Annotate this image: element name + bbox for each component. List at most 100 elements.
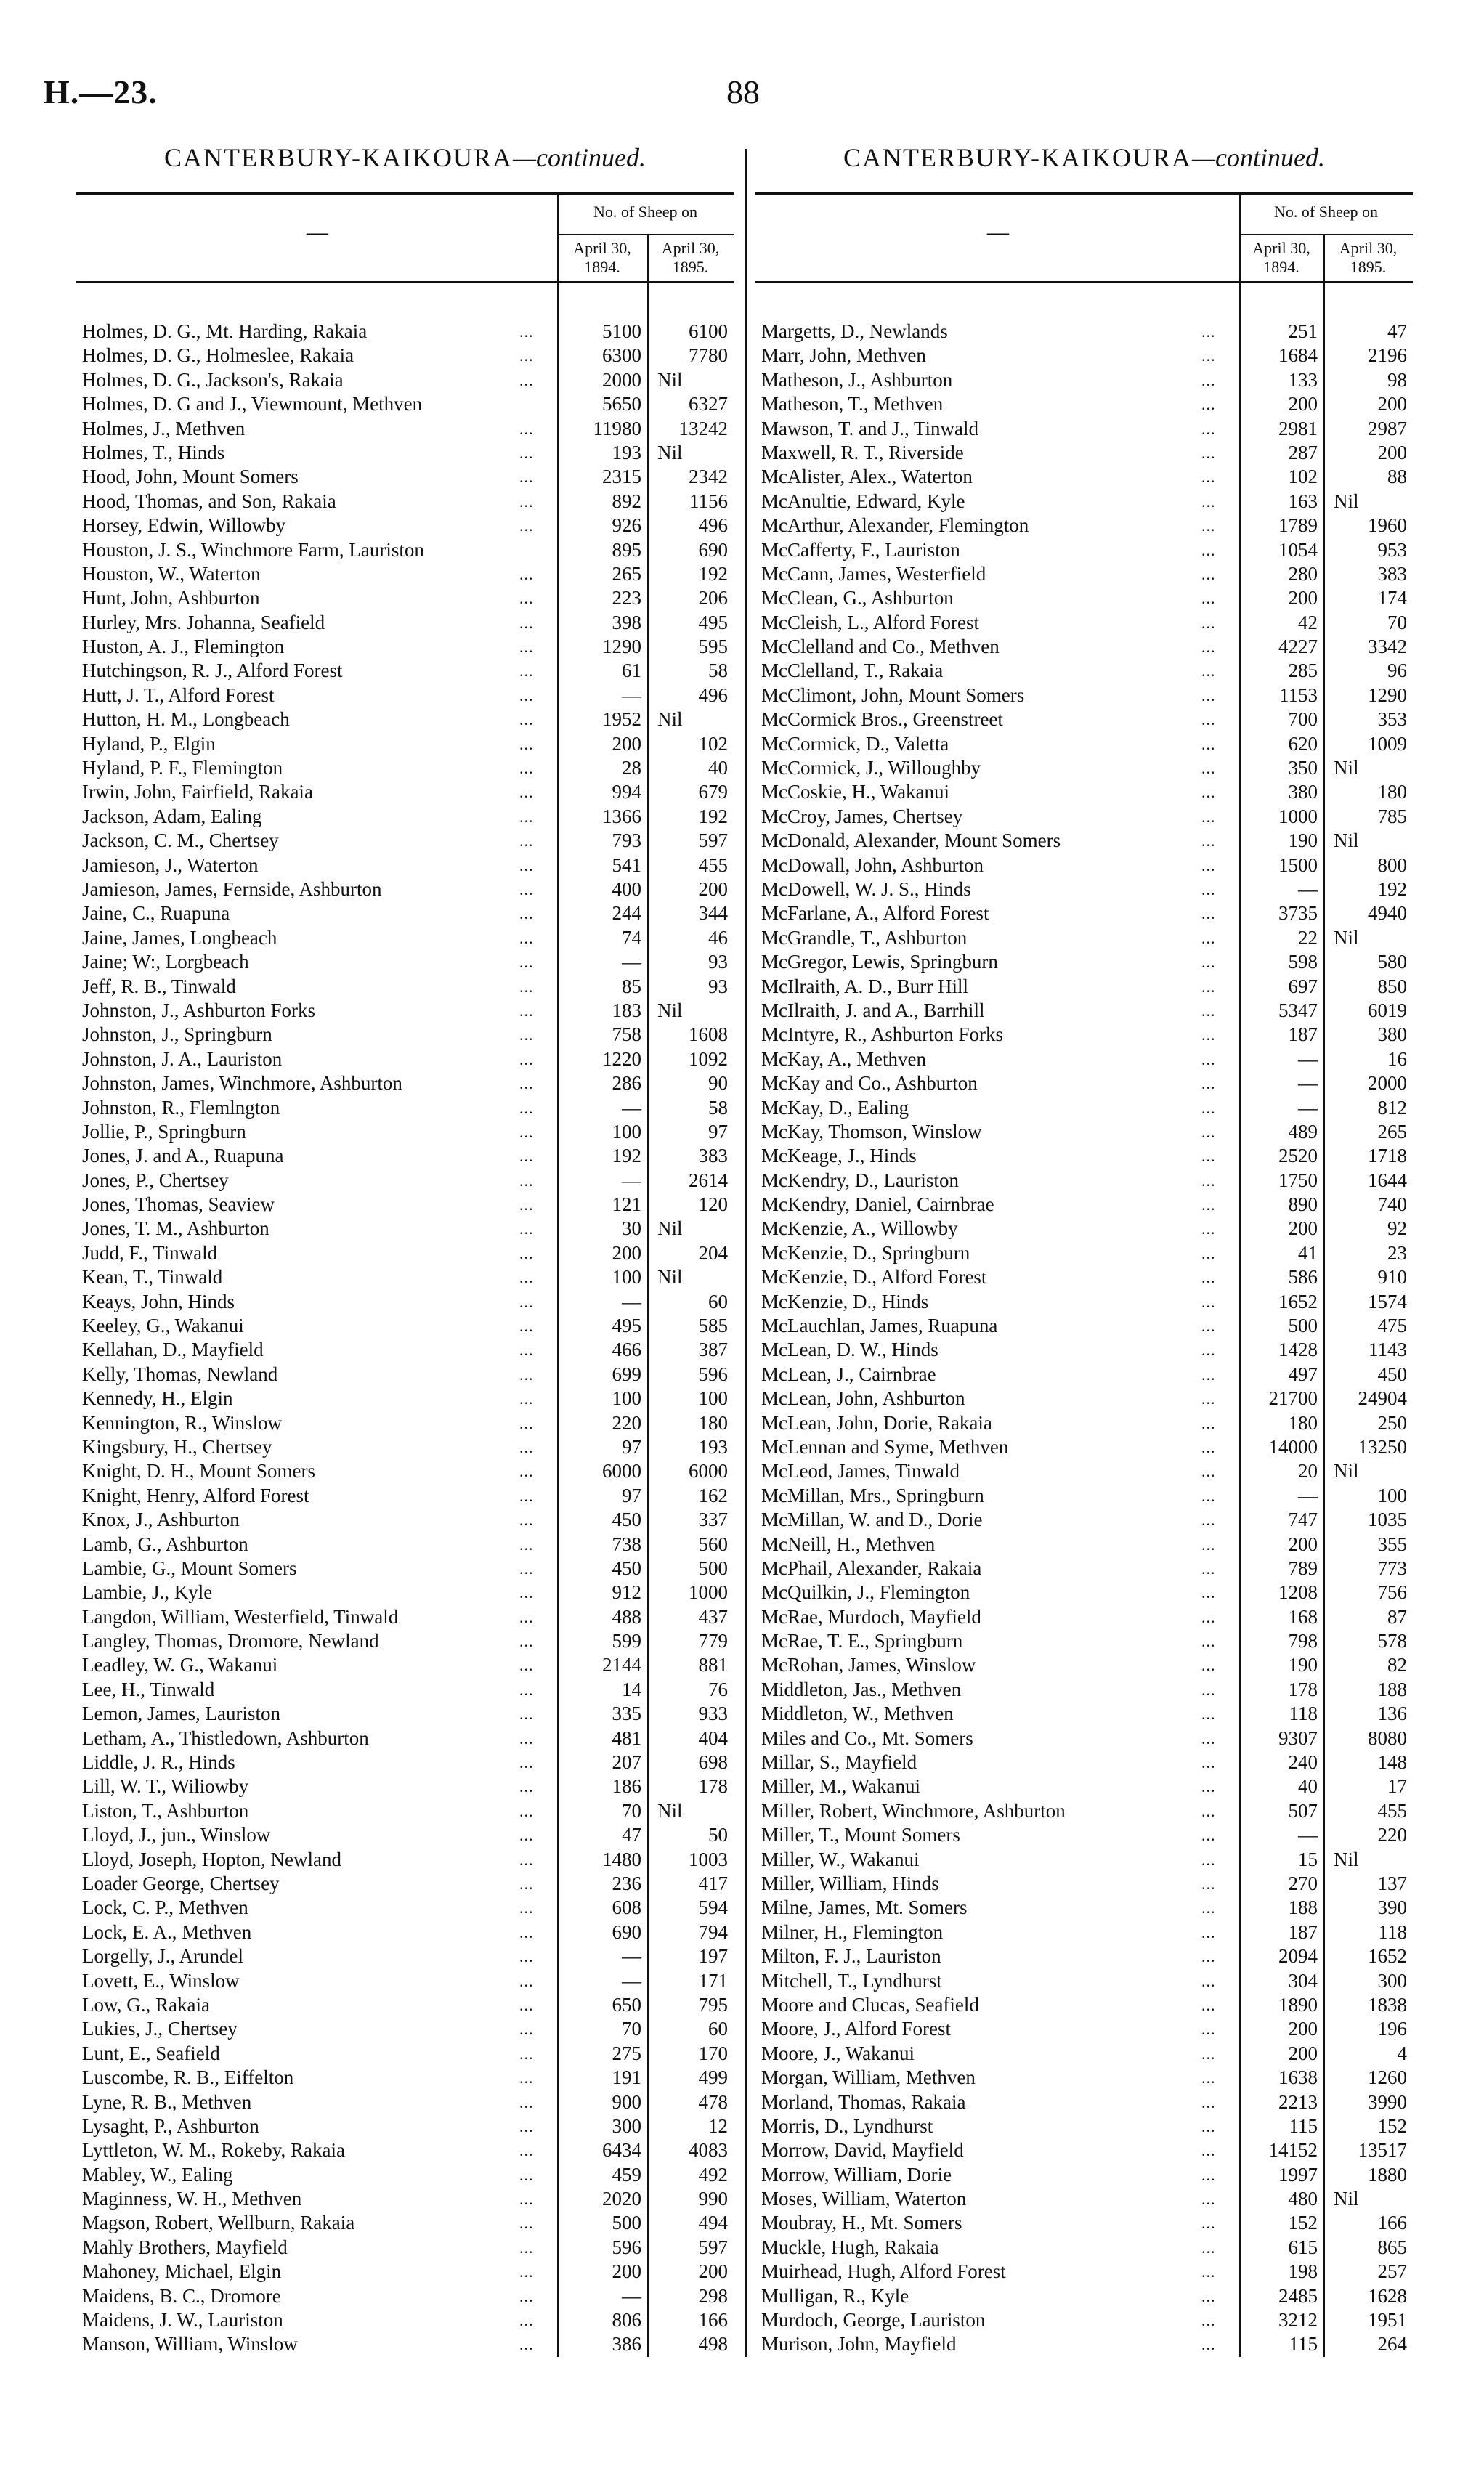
owner-name: Hutt, J. T., Alford Forest: [82, 683, 275, 706]
table-row: Knight, D. H., Mount Somers... 6000 6000: [76, 1459, 734, 1483]
leader-dots: ...: [1201, 1826, 1216, 1845]
owner-name: Kean, T., Tinwald: [82, 1266, 223, 1289]
sheep-1894: 152: [1288, 2212, 1318, 2234]
leader-dots: ...: [519, 1098, 534, 1117]
owner-name: Lloyd, Joseph, Hopton, Newland: [82, 1848, 341, 1870]
sheep-1894: 400: [612, 877, 642, 900]
sheep-1894: 926: [612, 514, 642, 537]
column-divider: [745, 149, 747, 2357]
sheep-1894: 5100: [602, 320, 641, 342]
sheep-1894: 102: [1288, 466, 1318, 488]
sheep-1895: 795: [698, 1993, 729, 2016]
table-row: McKenzie, D., Alford Forest... 586 910: [755, 1265, 1413, 1289]
sheep-1895: 136: [1377, 1703, 1408, 1725]
owner-name: Hyland, P., Elgin: [82, 732, 216, 755]
owner-name: McLeod, James, Tinwald: [761, 1460, 960, 1482]
sheep-1894: 5347: [1278, 999, 1318, 1021]
table-row: McLauchlan, James, Ruapuna... 500 475: [755, 1314, 1413, 1338]
sheep-1894: 699: [612, 1363, 642, 1385]
owner-name: McLean, John, Ashburton: [761, 1387, 965, 1410]
table-row: Kingsbury, H., Chertsey... 97 193: [76, 1435, 734, 1459]
table-row: Miles and Co., Mt. Somers... 9307 8080: [755, 1727, 1413, 1750]
table-row: Kelly, Thomas, Newland... 699 596: [76, 1363, 734, 1387]
table-row: Loader George, Chertsey... 236 417: [76, 1872, 734, 1896]
leader-dots: ...: [1201, 1801, 1216, 1820]
table-row: Jeff, R. B., Tinwald... 85 93: [76, 975, 734, 999]
table-row: Murison, John, Mayfield... 115 264: [755, 2332, 1413, 2356]
sheep-1894: 1952: [602, 708, 641, 731]
sheep-1894: 892: [612, 490, 642, 512]
header-bottom-rule: [755, 281, 1413, 283]
owner-name: Holmes, J., Methven: [82, 417, 246, 439]
owner-name: Lee, H., Tinwald: [82, 1678, 215, 1700]
sheep-1894: —: [622, 1169, 641, 1191]
table-row: Hurley, Mrs. Johanna, Seafield... 398 495: [76, 611, 734, 635]
sheep-1894: 2981: [1278, 417, 1318, 439]
table-row: Milner, H., Flemington... 187 118: [755, 1920, 1413, 1944]
table-row: McPhail, Alexander, Rakaia... 789 773: [755, 1557, 1413, 1581]
sheep-1894: 2315: [602, 466, 641, 488]
leader-dots: ...: [1201, 419, 1216, 438]
table-row: McArthur, Alexander, Flemington... 1789 19…: [755, 514, 1413, 537]
owner-name: Miller, M., Wakanui: [761, 1775, 920, 1798]
owner-name: Lemon, James, Lauriston: [82, 1703, 280, 1725]
table-row: McClelland, T., Rakaia... 285 96: [755, 659, 1413, 683]
leader-dots: ...: [519, 953, 534, 972]
sheep-1895: 265: [1377, 1120, 1408, 1143]
owner-name: Hood, John, Mount Somers: [82, 466, 299, 488]
sheep-1894: 466: [612, 1339, 642, 1361]
table-row: McIlraith, J. and A., Barrhill... 5347 601…: [755, 999, 1413, 1023]
owner-name: McClimont, John, Mount Somers: [761, 683, 1025, 706]
sheep-1895: 578: [1377, 1630, 1408, 1652]
sheep-1895: 740: [1377, 1193, 1408, 1216]
sheep-1894: 806: [612, 2309, 642, 2332]
sheep-1895: Nil: [657, 1217, 683, 1240]
owner-name: Lysaght, P., Ashburton: [82, 2114, 259, 2137]
table-row: McLean, D. W., Hinds... 1428 1143: [755, 1338, 1413, 1362]
owner-name: Maidens, B. C., Dromore: [82, 2284, 281, 2307]
col-header-1894: April 30, 1894.: [573, 239, 631, 276]
table-row: Lee, H., Tinwald... 14 76: [76, 1678, 734, 1702]
leader-dots: ...: [1201, 734, 1216, 753]
owner-name: McIlraith, J. and A., Barrhill: [761, 999, 985, 1021]
leader-dots: ...: [1201, 516, 1216, 535]
leader-dots: ...: [519, 2069, 534, 2088]
leader-dots: ...: [1201, 977, 1216, 996]
sheep-1895: 178: [698, 1775, 729, 1798]
table-row: McKenzie, D., Hinds... 1652 1574: [755, 1290, 1413, 1314]
owner-name: McDowell, W. J. S., Hinds: [761, 877, 971, 900]
sheep-1894: 200: [1288, 393, 1318, 415]
sheep-1895: 1143: [1369, 1339, 1407, 1361]
owner-name: Kellahan, D., Mayfield: [82, 1339, 264, 1361]
leader-dots: ...: [1201, 2190, 1216, 2209]
leader-dots: ...: [519, 589, 534, 608]
sheep-1895: 953: [1377, 538, 1408, 561]
sheep-1895: 455: [1377, 1799, 1408, 1822]
sheep-1894: 2213: [1278, 2090, 1318, 2113]
table-row: McKenzie, A., Willowby... 200 92: [755, 1217, 1413, 1241]
table-row: Jaine, James, Longbeach... 74 46: [76, 926, 734, 950]
leader-dots: ...: [1201, 1899, 1216, 1918]
sheep-1895: 881: [698, 1654, 729, 1676]
sheep-1895: Nil: [1334, 829, 1359, 852]
leader-dots: ...: [519, 1899, 534, 1918]
table-row: Maidens, J. W., Lauriston... 806 166: [76, 2308, 734, 2332]
sheep-1894: —: [1298, 877, 1318, 900]
table-row: McClimont, John, Mount Somers... 1153 1290: [755, 683, 1413, 707]
leader-dots: ...: [519, 1753, 534, 1772]
leader-dots: ...: [1201, 1001, 1216, 1020]
leader-dots: ...: [1201, 564, 1216, 583]
owner-name: Irwin, John, Fairfield, Rakaia: [82, 781, 313, 803]
sheep-1894: 2485: [1278, 2284, 1318, 2307]
sheep-1895: 1003: [689, 1848, 728, 1870]
sheep-1894: 1684: [1278, 344, 1318, 367]
leader-dots: ...: [1201, 1341, 1216, 1360]
sheep-1894: 200: [1288, 2018, 1318, 2040]
owner-name: Keays, John, Hinds: [82, 1290, 235, 1312]
sheep-1894: 1000: [1278, 805, 1318, 827]
leader-dots: ...: [519, 1632, 534, 1651]
table-row: Matheson, J., Ashburton... 133 98: [755, 368, 1413, 392]
leader-dots: ...: [1201, 1243, 1216, 1262]
owner-name: Moore, J., Alford Forest: [761, 2018, 951, 2040]
sheep-1895: 90: [708, 1072, 728, 1095]
